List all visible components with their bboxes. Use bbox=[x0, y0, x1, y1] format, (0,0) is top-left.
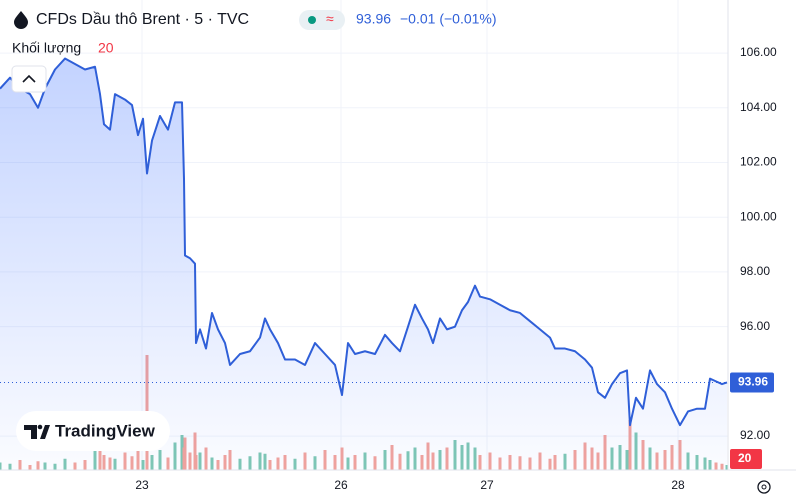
status-dot bbox=[308, 16, 316, 24]
y-tick-label: 96.00 bbox=[740, 319, 770, 333]
price-line bbox=[0, 57, 728, 427]
symbol-icon bbox=[14, 11, 28, 29]
plot bbox=[0, 57, 728, 470]
x-tick-label: 23 bbox=[135, 478, 149, 492]
settings-icon[interactable] bbox=[757, 480, 771, 494]
logo-icon bbox=[37, 424, 43, 430]
volume-value: 20 bbox=[98, 40, 114, 56]
collapse-button[interactable] bbox=[11, 65, 47, 93]
volume-legend: Khối lượng bbox=[12, 40, 81, 56]
volume-last-label: 20 bbox=[738, 451, 752, 465]
y-tick-label: 100.00 bbox=[740, 209, 777, 223]
axis: 92.00 96.00 98.00 100.00 102.00 104.00 106.00 2… bbox=[135, 45, 777, 492]
last-price-box bbox=[730, 372, 774, 393]
x-tick-label: 26 bbox=[334, 478, 348, 492]
settings-icon bbox=[761, 484, 767, 490]
logo-text: TradingView bbox=[55, 421, 156, 440]
status-icon: ≈ bbox=[326, 11, 334, 27]
x-tick-label: 27 bbox=[480, 478, 494, 492]
logo-badge bbox=[16, 411, 170, 451]
collapse-icon bbox=[22, 74, 36, 83]
symbol-title: CFDs Dầu thô Brent · 5 · TVC bbox=[36, 11, 249, 28]
last-price: 93.96 bbox=[356, 11, 391, 27]
x-tick-label: 28 bbox=[671, 478, 685, 492]
price-change: −0.01 (−0.01%) bbox=[400, 11, 497, 27]
y-tick-label: 102.00 bbox=[740, 155, 777, 169]
y-tick-label: 98.00 bbox=[740, 264, 770, 278]
status-pill bbox=[299, 10, 345, 30]
volume-box bbox=[730, 449, 762, 469]
y-tick-label: 104.00 bbox=[740, 100, 777, 114]
y-tick-label: 106.00 bbox=[740, 45, 777, 59]
area-fill bbox=[0, 58, 727, 470]
y-tick-label: 92.00 bbox=[740, 428, 770, 442]
last-price-label: 93.96 bbox=[738, 375, 768, 389]
logo-icon bbox=[24, 425, 50, 439]
